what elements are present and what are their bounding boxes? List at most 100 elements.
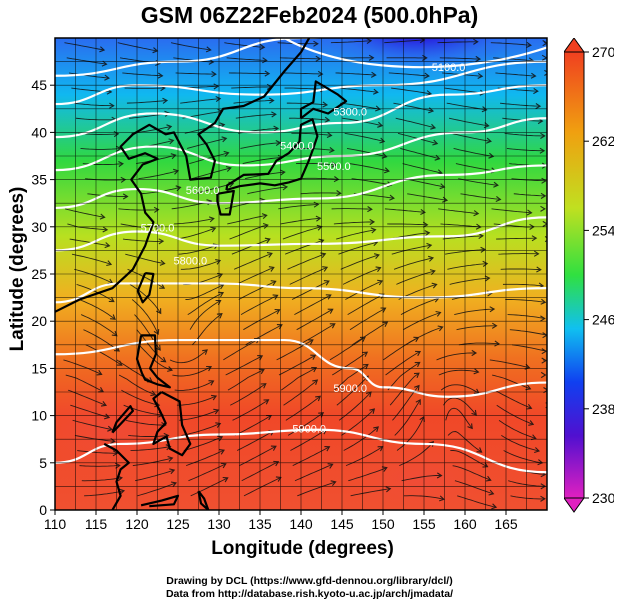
streamline — [404, 178, 445, 188]
streamline-arrow — [535, 103, 542, 110]
colorbar-tick-label: 270 — [592, 44, 614, 60]
coastline-philippines-south — [152, 391, 192, 457]
coastline-hokkaido — [299, 80, 348, 120]
streamline-arrow — [558, 161, 562, 166]
streamline — [289, 117, 330, 121]
streamline-arrow — [158, 238, 165, 245]
streamline-arrow — [478, 233, 484, 240]
streamline — [510, 495, 545, 500]
streamline — [405, 326, 443, 346]
streamline — [498, 253, 539, 255]
streamline — [278, 203, 319, 210]
streamline-arrow — [429, 269, 436, 275]
streamline — [287, 412, 324, 436]
streamline — [440, 384, 480, 394]
streamline-arrow — [432, 139, 439, 146]
streamline-arrow — [426, 242, 433, 249]
height-contours — [55, 38, 547, 474]
streamline — [126, 100, 168, 104]
streamline-arrow — [479, 89, 486, 96]
streamline — [346, 148, 387, 158]
streamline — [285, 395, 321, 421]
height-contour — [55, 164, 547, 210]
streamline-arrow — [541, 357, 547, 364]
streamline-arrow — [541, 348, 547, 355]
streamline-arrow — [362, 351, 369, 357]
streamline-arrow — [414, 361, 421, 368]
contour-label: 5500.0 — [317, 161, 351, 173]
streamline-arrow — [550, 267, 554, 272]
streamline-arrow — [437, 325, 444, 332]
streamline — [172, 366, 212, 377]
streamline-arrow — [166, 124, 173, 131]
streamline-arrow — [215, 422, 222, 428]
streamline-arrow — [215, 259, 222, 265]
streamline — [231, 238, 270, 255]
streamline-arrow — [557, 478, 561, 483]
streamline — [450, 450, 488, 468]
streamline-arrow — [168, 138, 175, 145]
streamline-arrow — [307, 339, 314, 345]
streamline-arrow — [428, 255, 435, 262]
streamline-arrow — [430, 123, 437, 130]
x-tick-label: 155 — [412, 516, 436, 532]
streamline — [393, 102, 434, 112]
streamline-arrow — [257, 355, 264, 361]
streamline-arrow — [540, 192, 547, 199]
streamline — [138, 170, 179, 180]
streamline — [282, 226, 322, 240]
streamline — [297, 481, 336, 497]
streamline — [73, 102, 114, 107]
streamline-arrow — [495, 195, 502, 203]
streamline-arrow — [552, 282, 556, 287]
streamline — [451, 132, 491, 142]
streamline-arrow — [104, 413, 111, 420]
streamline-arrow — [259, 43, 266, 51]
colorbar-tick-label: 254 — [592, 222, 614, 238]
streamline — [176, 395, 217, 406]
streamline-arrow — [368, 54, 375, 61]
streamline-arrow — [263, 399, 270, 405]
streamline — [81, 477, 122, 482]
streamline — [396, 416, 425, 451]
streamline-arrow — [415, 398, 421, 405]
colorbar-tick-label: 238 — [592, 401, 614, 417]
streamline — [233, 252, 273, 270]
streamline-arrow — [481, 106, 488, 113]
streamline-arrow — [324, 116, 331, 123]
streamline-arrow — [220, 462, 227, 469]
streamline-arrow — [434, 154, 441, 161]
streamline-arrow — [324, 446, 331, 452]
streamline-arrow — [424, 72, 430, 79]
streamline-arrow — [213, 408, 220, 415]
streamline — [394, 399, 421, 436]
streamline-arrow — [312, 379, 319, 385]
streamline-arrow — [435, 310, 442, 317]
streamline-arrow — [225, 165, 232, 172]
coastline-halmahera — [197, 490, 210, 510]
streamline — [500, 268, 541, 271]
streamline — [287, 253, 326, 270]
streamline — [232, 399, 269, 421]
streamline — [180, 98, 221, 104]
streamline-arrow — [554, 131, 558, 136]
streamline-arrow — [439, 495, 445, 502]
streamline — [67, 389, 107, 406]
warm-region — [340, 440, 500, 510]
streamline-arrow — [362, 363, 369, 370]
streamline-arrow — [382, 321, 389, 327]
streamline-arrow — [426, 90, 433, 97]
streamline-arrow — [118, 161, 124, 168]
streamline — [455, 163, 496, 172]
streamline — [407, 193, 448, 201]
y-tick-label: 0 — [39, 502, 47, 518]
streamline-arrow — [107, 425, 114, 432]
streamline-arrow — [526, 403, 533, 410]
streamline — [185, 284, 224, 300]
x-tick-label: 110 — [44, 516, 67, 532]
streamline-arrow — [315, 55, 322, 62]
streamline-arrow — [331, 161, 338, 168]
chart-title: GSM 06Z22Feb2024 (500.0hPa) — [140, 2, 479, 28]
streamline — [345, 280, 383, 300]
streamline — [173, 218, 214, 225]
